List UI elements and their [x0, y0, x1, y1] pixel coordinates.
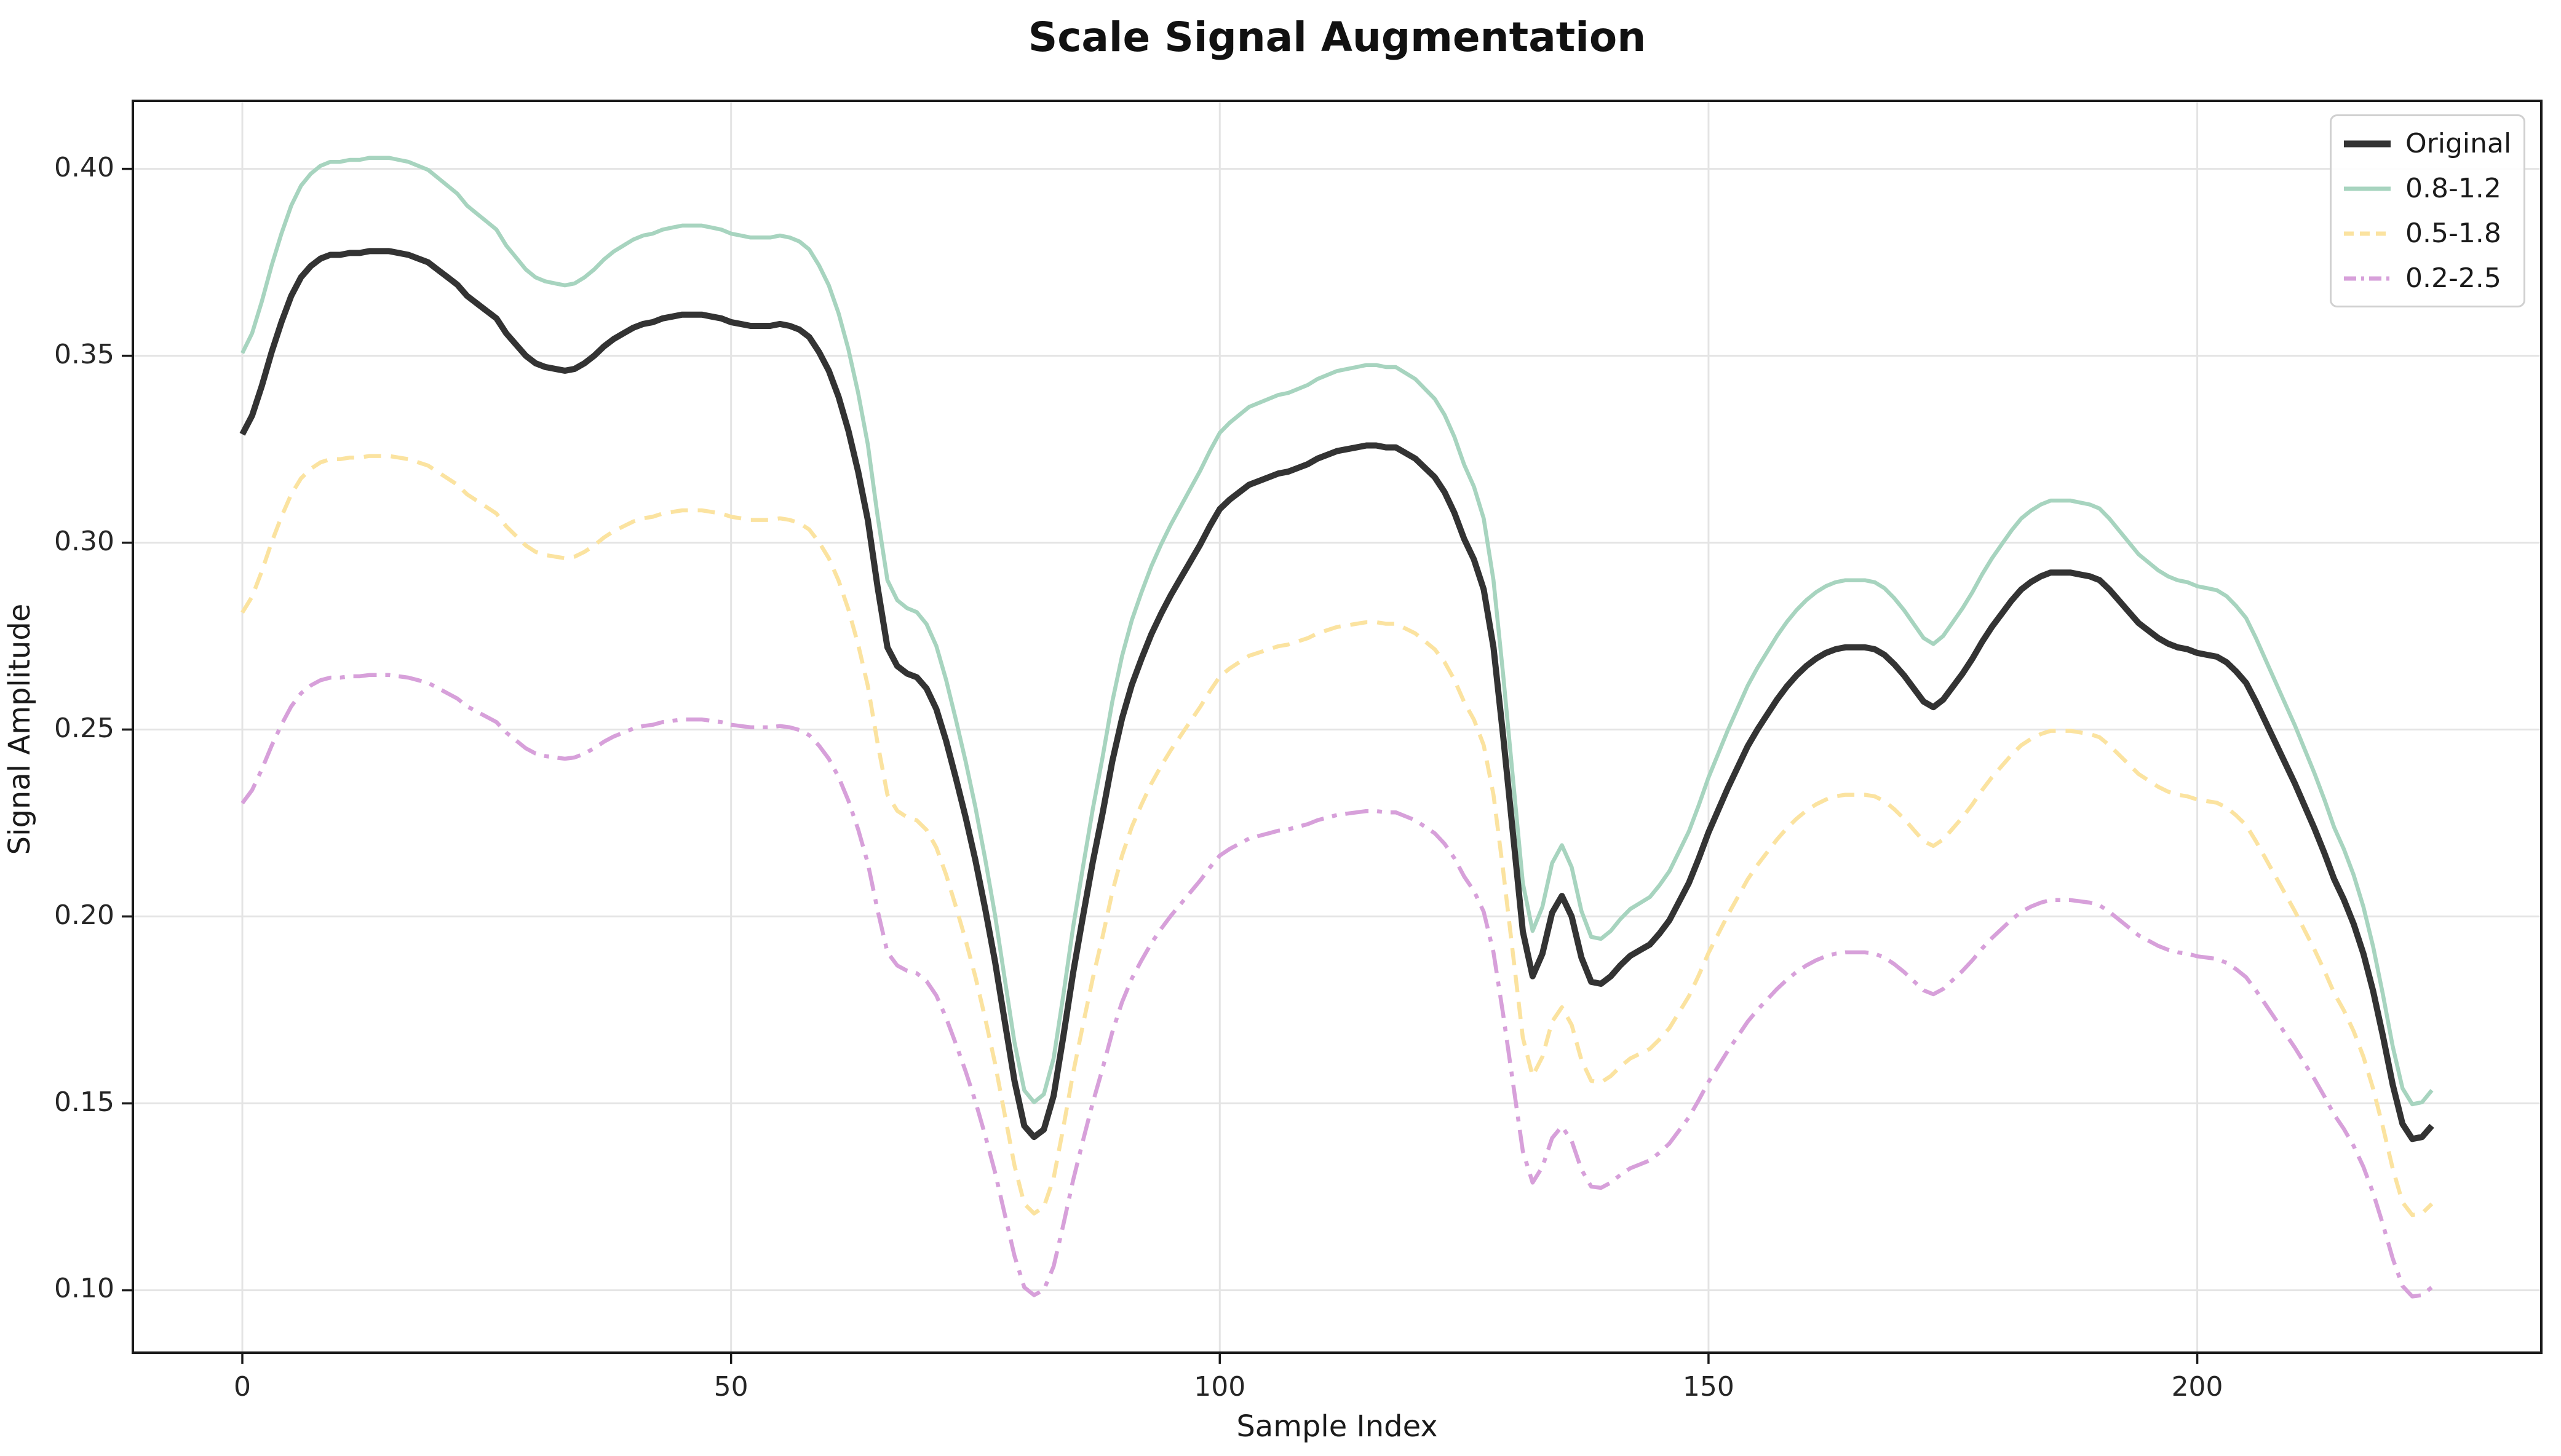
x-tick-label: 150: [1682, 1371, 1734, 1403]
x-axis-label: Sample Index: [1236, 1409, 1438, 1444]
legend-label: 0.2-2.5: [2405, 263, 2501, 294]
y-tick-label: 0.25: [54, 712, 114, 744]
series-line-0-2-2-5: [240, 673, 2434, 1299]
y-tick-label: 0.15: [54, 1086, 114, 1118]
plot-area: [122, 100, 2543, 1364]
series-line-original: [239, 248, 2434, 1142]
legend-line-icon: [2344, 140, 2391, 147]
legend: Original 0.8-1.2 0.5-1.8 0.2-2.5: [2330, 114, 2525, 307]
legend-label: 0.8-1.2: [2405, 173, 2501, 204]
legend-item-scale-02-25: 0.2-2.5: [2343, 263, 2512, 294]
x-tick-label: 200: [2171, 1371, 2223, 1403]
y-tick-label: 0.10: [54, 1273, 114, 1305]
series-line-0-8-1-2: [240, 156, 2434, 1107]
legend-label: Original: [2405, 128, 2512, 159]
legend-line-icon: [2344, 186, 2391, 191]
legend-line-icon: [2344, 276, 2391, 280]
y-tick-label: 0.30: [54, 525, 114, 557]
x-tick-label: 100: [1194, 1371, 1246, 1403]
y-tick-label: 0.35: [54, 338, 114, 370]
legend-line-icon: [2344, 231, 2391, 235]
x-tick-label: 0: [234, 1371, 251, 1403]
legend-label: 0.5-1.8: [2405, 218, 2501, 249]
chart-title: Scale Signal Augmentation: [1028, 14, 1646, 61]
legend-item-scale-05-18: 0.5-1.8: [2343, 218, 2512, 249]
y-tick-label: 0.20: [54, 899, 114, 931]
x-tick-label: 50: [713, 1371, 748, 1403]
plot-canvas: [122, 100, 2543, 1364]
series-line-0-5-1-8: [240, 454, 2434, 1217]
legend-item-original: Original: [2343, 128, 2512, 159]
y-tick-label: 0.40: [54, 151, 114, 183]
legend-item-scale-08-12: 0.8-1.2: [2343, 173, 2512, 204]
